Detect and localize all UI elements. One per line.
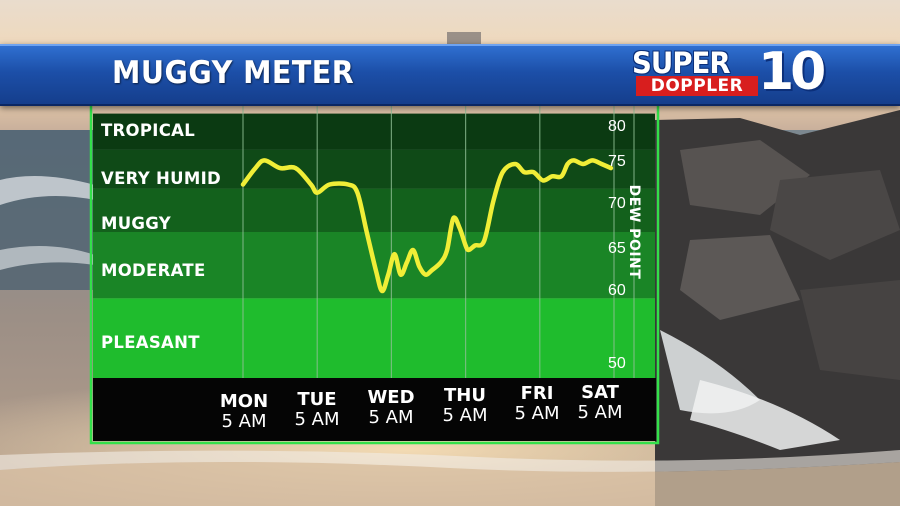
category-label-very-humid: VERY HUMID xyxy=(101,169,221,188)
chart xyxy=(89,102,660,445)
dew-point-line xyxy=(240,158,614,294)
y-tick-75: 75 xyxy=(608,153,626,170)
x-tick-day: FRI xyxy=(520,383,554,404)
y-tick-65: 65 xyxy=(608,240,626,257)
x-tick-time: 5 AM xyxy=(514,403,560,424)
x-tick-day: WED xyxy=(367,387,415,408)
x-tick-tue: TUE 5 AM xyxy=(277,390,357,430)
band-muggy xyxy=(93,188,655,232)
y-axis-label: DEW POINT xyxy=(626,184,642,280)
x-tick-fri: FRI 5 AM xyxy=(497,384,577,424)
category-label-moderate: MODERATE xyxy=(101,261,206,280)
logo-number: 10 xyxy=(758,42,826,102)
x-tick-time: 5 AM xyxy=(577,402,623,423)
category-label-tropical: TROPICAL xyxy=(101,121,196,140)
x-tick-thu: THU 5 AM xyxy=(425,386,505,426)
logo-super: SUPER xyxy=(632,46,731,80)
x-tick-time: 5 AM xyxy=(368,407,414,428)
foam-beach xyxy=(0,450,900,472)
banner-title: MUGGY METER xyxy=(112,55,355,91)
foam-left xyxy=(0,176,95,205)
logo-doppler: DOPPLER xyxy=(636,76,758,96)
x-tick-day: MON xyxy=(219,391,269,412)
y-tick-70: 70 xyxy=(608,195,626,212)
x-tick-day: SAT xyxy=(581,382,619,403)
band-tropical xyxy=(93,113,655,150)
y-tick-80: 80 xyxy=(608,118,626,135)
foam-left-2 xyxy=(0,246,95,270)
pier-sign xyxy=(447,32,481,44)
x-tick-time: 5 AM xyxy=(442,405,488,426)
rocks-right xyxy=(655,110,900,506)
x-tick-time: 5 AM xyxy=(221,411,267,432)
band-pleasant xyxy=(93,298,655,378)
x-tick-time: 5 AM xyxy=(294,409,340,430)
x-tick-day: THU xyxy=(444,385,486,406)
category-label-pleasant: PLEASANT xyxy=(101,333,200,352)
y-tick-60: 60 xyxy=(608,282,626,299)
x-tick-day: TUE xyxy=(297,389,337,410)
band-very-humid xyxy=(93,149,655,189)
category-label-muggy: MUGGY xyxy=(101,214,171,233)
x-axis-bar xyxy=(93,378,656,441)
beach xyxy=(0,461,900,506)
x-tick-mon: MON 5 AM xyxy=(204,392,284,432)
x-tick-wed: WED 5 AM xyxy=(351,388,431,428)
x-tick-sat: SAT 5 AM xyxy=(560,383,640,423)
y-tick-50: 50 xyxy=(608,355,626,372)
